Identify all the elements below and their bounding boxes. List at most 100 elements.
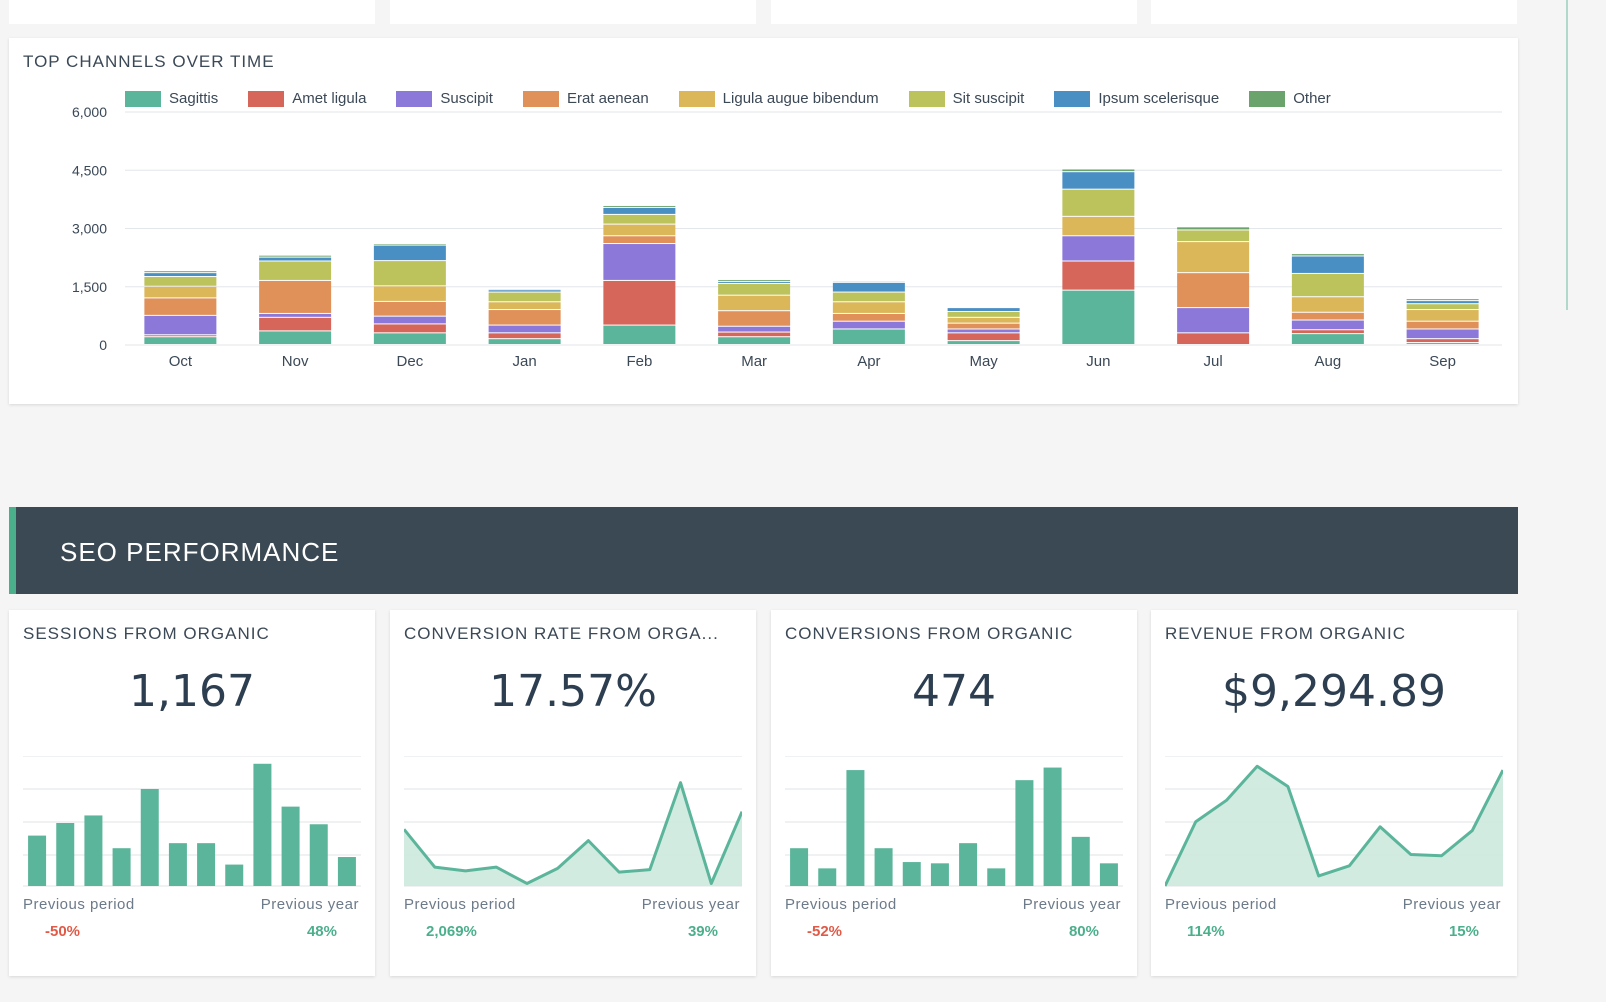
x-tick-label: Nov	[282, 353, 309, 370]
legend-item[interactable]: Sagittis	[125, 90, 218, 107]
bar-segment	[947, 311, 1020, 317]
bar-segment	[832, 329, 905, 344]
legend-swatch	[678, 90, 715, 107]
bar-segment	[259, 280, 332, 313]
previous-period-change: 2,069%	[426, 923, 477, 940]
bar-segment	[144, 337, 217, 344]
bar-segment	[1062, 189, 1135, 216]
previous-period-label: Previous period	[23, 896, 135, 913]
bar-segment	[947, 329, 1020, 333]
bar-segment	[259, 255, 332, 257]
sparkline-chart	[1165, 756, 1503, 887]
bar-segment	[259, 261, 332, 280]
previous-period-label: Previous period	[404, 896, 516, 913]
legend-item[interactable]: Amet ligula	[248, 90, 366, 107]
bar-segment	[144, 273, 217, 277]
bar-segment	[832, 282, 905, 292]
kpi-title: REVENUE FROM ORGANIC	[1165, 624, 1407, 643]
previous-year-label: Previous year	[1022, 896, 1121, 913]
top-channels-card: TOP CHANNELS OVER TIME Sagittis Amet ligu…	[9, 38, 1518, 404]
bar-segment	[144, 286, 217, 298]
bar-segment	[718, 295, 791, 311]
previous-period-change: -52%	[807, 923, 843, 940]
legend-item[interactable]: Sit suscipit	[908, 90, 1024, 107]
previous-year-label: Previous year	[1402, 896, 1501, 913]
spark-bar	[790, 848, 809, 886]
legend-label: Ligula augue bibendum	[722, 90, 879, 107]
bar-segment	[1291, 297, 1364, 312]
bar-segment	[947, 333, 1020, 341]
legend-swatch	[908, 90, 945, 107]
bar-segment	[718, 282, 791, 284]
top-card-3	[771, 0, 1137, 24]
bar-segment	[1291, 256, 1364, 273]
bar-segment	[1062, 236, 1135, 261]
bar-segment	[1062, 172, 1135, 189]
bar-segment	[1406, 321, 1479, 329]
bar-segment	[488, 292, 561, 302]
bar-segment	[1177, 227, 1250, 230]
sparkline-chart	[404, 756, 742, 887]
previous-year-label: Previous year	[641, 896, 740, 913]
kpi-card-conversion-rate: CONVERSION RATE FROM ORGA... 17.57% Prev…	[390, 610, 756, 976]
spark-bar	[112, 848, 131, 886]
bar-segment	[718, 280, 791, 282]
legend-item[interactable]: Suscipit	[396, 90, 493, 107]
kpi-value: 474	[912, 666, 996, 717]
seo-performance-title: SEO PERFORMANCE	[60, 537, 340, 567]
legend-item[interactable]: Erat aenean	[522, 90, 649, 107]
bar-segment	[1177, 308, 1250, 333]
legend-swatch	[1249, 90, 1286, 107]
spark-bar	[309, 824, 328, 886]
legend-item[interactable]: Other	[1249, 90, 1331, 107]
bar-segment	[947, 317, 1020, 323]
spark-bar	[1099, 863, 1118, 886]
spark-bar	[56, 823, 75, 886]
y-tick-label: 3,000	[72, 221, 107, 237]
previous-year-change: 39%	[687, 923, 718, 940]
bar-segment	[603, 205, 676, 207]
x-tick-label: Oct	[169, 353, 193, 370]
bar-segment	[1291, 320, 1364, 330]
legend-label: Ipsum scelerisque	[1098, 90, 1220, 107]
right-edge-accent	[1566, 0, 1568, 310]
kpi-value: $9,294.89	[1222, 666, 1446, 717]
bar-segment	[947, 323, 1020, 329]
legend-item[interactable]: Ligula augue bibendum	[678, 90, 879, 107]
legend-swatch	[396, 90, 433, 107]
kpi-card-conversions: CONVERSIONS FROM ORGANIC 474 Previous pe…	[771, 610, 1137, 976]
spark-bar	[253, 763, 272, 886]
bar-segment	[1406, 343, 1479, 344]
legend-swatch	[522, 90, 559, 107]
spark-line	[404, 781, 742, 885]
spark-bar	[281, 806, 300, 886]
y-tick-label: 4,500	[72, 162, 107, 178]
x-tick-label: Dec	[397, 353, 424, 370]
spark-bar	[140, 788, 159, 886]
bar-segment	[1406, 299, 1479, 301]
top-card-2	[390, 0, 756, 24]
bar-segment	[488, 310, 561, 325]
stacked-bar-chart: 0 1,500 3,000 4,500 6,000 Oct Nov Dec Jan Feb Mar A…	[72, 104, 1502, 370]
bar-segment	[1291, 330, 1364, 334]
bar-segment	[947, 308, 1020, 311]
x-tick-label: Mar	[741, 353, 767, 370]
bar-segment	[603, 224, 676, 236]
previous-period-label: Previous period	[1165, 896, 1277, 913]
legend-swatch	[248, 90, 285, 107]
kpi-card-sessions: SESSIONS FROM ORGANIC 1,167 Previous per…	[9, 610, 375, 976]
sparkline-chart	[23, 756, 361, 887]
bar-segment	[1291, 312, 1364, 320]
legend-label: Erat aenean	[566, 90, 649, 107]
spark-bar	[874, 848, 893, 886]
bar-segment	[144, 298, 217, 315]
legend-swatch	[125, 90, 161, 107]
x-tick-label: Jun	[1086, 353, 1110, 370]
previous-period-label: Previous period	[785, 896, 897, 913]
bar-segment	[488, 302, 561, 310]
bar-segment	[488, 325, 561, 333]
bar-segment	[603, 325, 676, 344]
bar-segment	[373, 324, 446, 333]
legend-item[interactable]: Ipsum scelerisque	[1054, 90, 1219, 107]
bar-segment	[373, 286, 446, 301]
